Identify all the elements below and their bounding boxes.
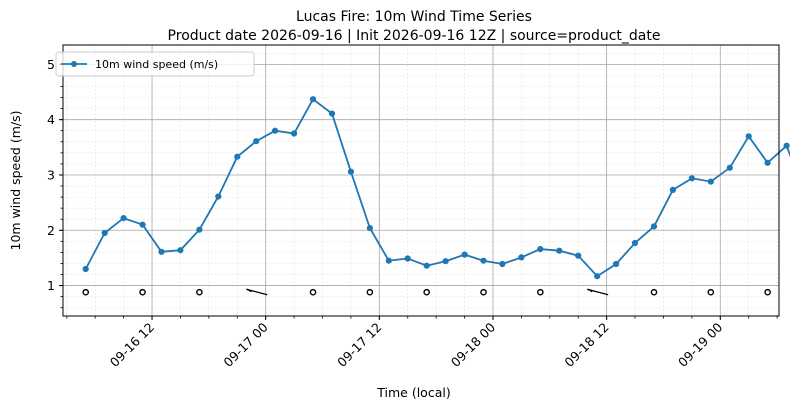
wind-calm-circle [423,288,430,296]
wind-calm-circle [707,288,715,296]
data-point [120,215,127,222]
data-point [253,138,260,145]
data-point [234,153,241,160]
data-point [480,257,487,264]
chart-title: Lucas Fire: 10m Wind Time Series [296,9,532,25]
y-tick-label: 2 [47,223,55,238]
wind-calm-circle [309,288,317,296]
data-point [139,221,146,228]
data-point [556,247,563,254]
data-point [745,133,752,140]
data-point [783,142,790,149]
wind-barbs [82,288,771,296]
data-point [726,164,733,171]
data-point [518,254,525,261]
wind-calm-circle [82,288,90,296]
series-points [82,96,790,280]
data-point [158,248,165,255]
wind-calm-circle [537,288,544,296]
data-point [385,257,392,264]
data-point [688,175,696,182]
data-point [309,96,317,103]
data-point [347,168,354,175]
data-point [461,251,468,258]
legend-point-marker [71,61,77,67]
data-point [442,258,449,265]
data-point [215,193,222,200]
data-point [177,247,184,254]
data-point [423,262,430,269]
wind-calm-circle [366,288,374,296]
legend-entry: 10m wind speed (m/s) [95,58,218,71]
plot-frame [62,44,780,317]
chart-subtitle: Product date 2026-09-16 | Init 2026-09-1… [168,28,661,44]
data-point [631,239,639,247]
wind-barb-flag [587,288,593,293]
data-point [328,110,336,117]
data-point [291,130,298,137]
data-point [669,186,677,193]
data-point [537,246,544,253]
wind-calm-circle [764,288,771,296]
wind-barb-flag [246,288,252,293]
x-axis-label: Time (local) [376,385,450,400]
legend-box [55,51,255,77]
data-point [613,260,620,268]
data-point [366,225,373,232]
y-tick-label: 3 [47,167,55,182]
wind-calm-circle [139,288,146,296]
data-point [764,159,771,166]
wind-calm-circle [480,288,487,296]
legend: 10m wind speed (m/s) [55,51,255,77]
wind-calm-circle [650,288,658,296]
data-point [196,226,203,233]
data-point [404,255,411,262]
y-tick-label: 1 [47,278,55,293]
data-point [101,229,108,237]
y-axis-label: 10m wind speed (m/s) [8,111,23,251]
data-point [575,252,582,259]
wind-calm-circle [196,288,203,296]
data-point [707,178,714,185]
data-point [82,265,89,273]
data-point [650,223,658,230]
data-point [594,273,601,280]
data-point [499,260,506,268]
y-tick-label: 5 [47,57,55,72]
y-tick-label: 4 [47,112,55,127]
data-point [272,127,279,134]
